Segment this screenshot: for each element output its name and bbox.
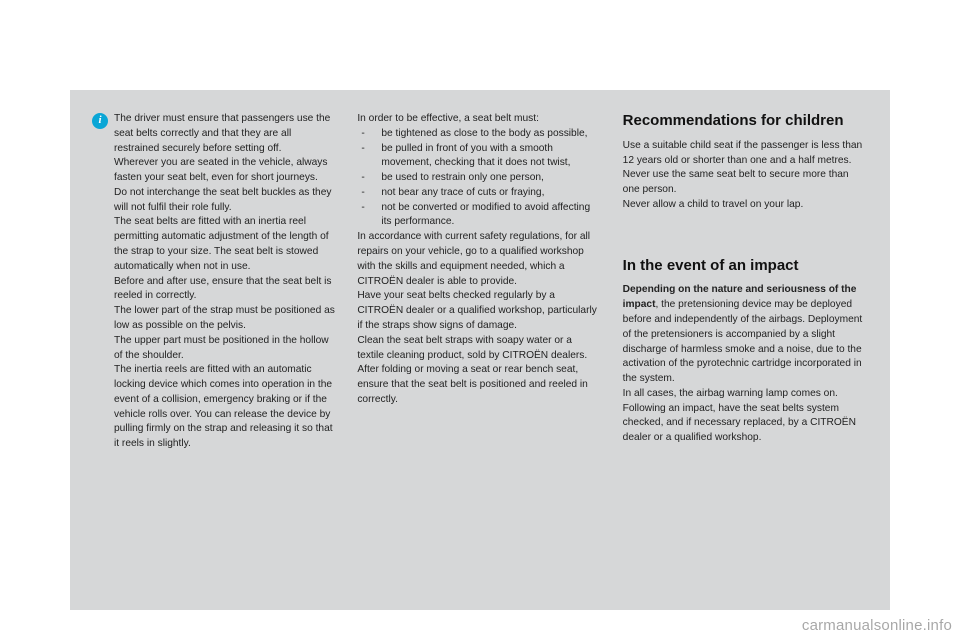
col2-p2: Have your seat belts checked regularly b… (357, 289, 600, 333)
manual-page: i The driver must ensure that passengers… (70, 90, 890, 610)
col2-p1: In accordance with current safety regula… (357, 230, 600, 289)
rec-p1: Use a suitable child seat if the passeng… (623, 139, 866, 169)
col1-p7: The upper part must be positioned in the… (114, 334, 335, 364)
column-1-body: The driver must ensure that passengers u… (114, 112, 335, 452)
column-2: In order to be effective, a seat belt mu… (357, 112, 600, 588)
recommendations-block: Recommendations for children Use a suita… (623, 112, 866, 213)
column-3: Recommendations for children Use a suita… (623, 112, 866, 588)
col2-item: be used to restrain only one person, (357, 171, 600, 186)
recommendations-heading: Recommendations for children (623, 112, 866, 131)
info-icon: i (92, 113, 108, 129)
impact-block: In the event of an impact Depending on t… (623, 257, 866, 446)
col1-p1: The driver must ensure that passengers u… (114, 112, 335, 156)
col2-list: be tightened as close to the body as pos… (357, 127, 600, 230)
col2-lead: In order to be effective, a seat belt mu… (357, 112, 600, 127)
imp-p3: Following an impact, have the seat belts… (623, 402, 866, 446)
column-1: i The driver must ensure that passengers… (92, 112, 335, 588)
columns-wrapper: i The driver must ensure that passengers… (92, 112, 866, 588)
imp-p2: In all cases, the airbag warning lamp co… (623, 387, 866, 402)
col2-p3: Clean the seat belt straps with soapy wa… (357, 334, 600, 364)
col2-item: be tightened as close to the body as pos… (357, 127, 600, 142)
imp-p1: Depending on the nature and seriousness … (623, 283, 866, 386)
col2-item: be pulled in front of you with a smooth … (357, 142, 600, 172)
col1-p6: The lower part of the strap must be posi… (114, 304, 335, 334)
col1-p3: Do not interchange the seat belt buckles… (114, 186, 335, 216)
col1-p2: Wherever you are seated in the vehicle, … (114, 156, 335, 186)
col1-p4: The seat belts are fitted with an inerti… (114, 215, 335, 274)
col2-item: not be converted or modified to avoid af… (357, 201, 600, 231)
rec-p3: Never allow a child to travel on your la… (623, 198, 866, 213)
rec-p2: Never use the same seat belt to secure m… (623, 168, 866, 198)
imp-p1-tail: , the pretensioning device may be deploy… (623, 299, 863, 384)
impact-heading: In the event of an impact (623, 257, 866, 276)
watermark: carmanualsonline.info (802, 617, 952, 634)
col1-p5: Before and after use, ensure that the se… (114, 275, 335, 305)
col2-item: not bear any trace of cuts or fraying, (357, 186, 600, 201)
col2-p4: After folding or moving a seat or rear b… (357, 363, 600, 407)
col1-p8: The inertia reels are fitted with an aut… (114, 363, 335, 452)
